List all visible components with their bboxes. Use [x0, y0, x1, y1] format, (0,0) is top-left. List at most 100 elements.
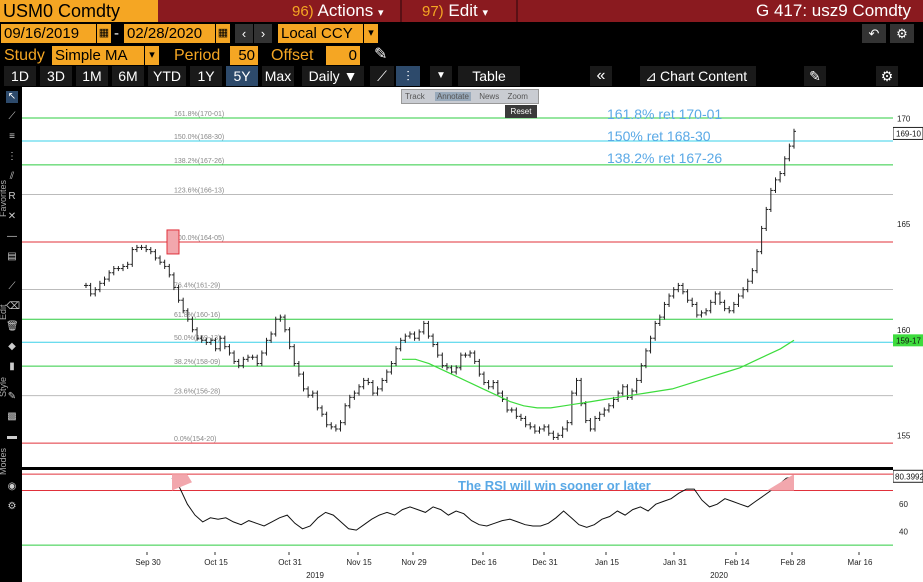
line2-tool-icon[interactable]: ⟋ — [8, 281, 16, 292]
prev-period-icon[interactable]: ‹ — [235, 24, 253, 43]
ma-value-label: 159-17 — [896, 336, 921, 345]
layer-tool-icon[interactable]: ▬ — [7, 431, 17, 442]
line-chart-icon[interactable]: ⟋ — [370, 66, 394, 86]
edit-chart-icon[interactable]: ✎ — [804, 66, 826, 86]
edit-number: 97) — [422, 3, 444, 20]
x-tick-label: Oct 31 — [278, 558, 302, 567]
price-panel[interactable]: 161.8%(170-01) 150.0%(168-30) 138.2%(167-2… — [22, 87, 893, 467]
range-ytd[interactable]: YTD — [148, 66, 186, 86]
collapse-icon[interactable]: « — [590, 66, 612, 86]
text-tool-icon[interactable]: R — [8, 191, 16, 202]
study-dropdown-icon[interactable]: ▾ — [145, 46, 159, 65]
fib-label: 23.6%(156-28) — [174, 389, 220, 396]
eraser-tool-icon[interactable]: ⌫ — [6, 301, 21, 312]
start-date-input[interactable]: 09/16/2019 — [1, 24, 96, 43]
track-button[interactable]: Track — [405, 92, 425, 101]
modes-label: Modes — [0, 447, 8, 475]
edit-menu[interactable]: 97) Edit ▾ — [422, 0, 488, 22]
brush-tool-icon[interactable]: ◆ — [8, 341, 16, 352]
date-row: 09/16/2019 ▦ - 02/28/2020 ▦ ‹ › Local CC… — [0, 22, 923, 44]
zoom-button[interactable]: Zoom — [507, 92, 528, 101]
color-tool-icon[interactable]: ▮ — [9, 361, 15, 372]
fib-label: 123.6%(166-13) — [174, 187, 224, 194]
style-label: Style — [0, 376, 8, 397]
range-1d[interactable]: 1D — [4, 66, 36, 86]
grid-tool-icon[interactable]: ▤ — [7, 251, 17, 262]
x-tick-label: Jan 15 — [595, 558, 620, 567]
time-axis-svg: Sep 30 Oct 15 Oct 31 Nov 15 Nov 29 Dec 16 Dec … — [135, 552, 873, 580]
line-tool-icon[interactable]: ⟋ — [8, 111, 16, 122]
period-input[interactable]: 50 — [230, 46, 258, 65]
chart-title: G 417: usz9 Comdty — [756, 1, 911, 20]
left-sidebar: ↖ ⟋ ≡ ⋮ ⫽ R ✕ — ▤ ⟋ ⌫ 🗑 ◆ ▮ ✎ ▩ ▬ ◉ ⚙ Fa… — [0, 87, 22, 582]
chart-content-button[interactable]: Chart Content — [660, 66, 756, 86]
pen-tool-icon[interactable]: ✎ — [7, 391, 17, 402]
x-tick-label: Mar 16 — [848, 558, 873, 567]
fib-annotation-1618: 161.8% ret 170-01 — [607, 106, 723, 122]
x-tick-label: Dec 31 — [532, 558, 558, 567]
study-select[interactable]: Simple MA — [52, 46, 144, 65]
annotate-button[interactable]: Annotate — [434, 92, 471, 101]
bar-chart-icon[interactable]: ⫶ — [396, 66, 420, 86]
range-1m[interactable]: 1M — [76, 66, 108, 86]
next-period-icon[interactable]: › — [254, 24, 272, 43]
rsi-tick-label: 60 — [899, 500, 908, 509]
shape-tool-icon[interactable]: ✕ — [7, 211, 17, 222]
x-tick-label: Oct 15 — [204, 558, 228, 567]
channel-tool-icon[interactable]: ⫽ — [9, 171, 15, 182]
fib-label: 100.0%(164-05) — [174, 235, 224, 242]
offset-label: Offset — [271, 47, 314, 64]
fib-label: 0.0%(154-20) — [174, 436, 216, 443]
gear-icon[interactable]: ⚙ — [890, 24, 914, 43]
undo-icon[interactable]: ↶ — [862, 24, 886, 43]
edit-chevron-icon: ▾ — [482, 7, 488, 19]
x-tick-label: Nov 29 — [401, 558, 427, 567]
floating-toolbar: Track Annotate News Zoom — [401, 89, 539, 104]
settings-icon[interactable]: ⚙ — [876, 66, 898, 86]
fib-annotation-150: 150% ret 168-30 — [607, 128, 711, 144]
fib-label: 150.0%(168-30) — [174, 134, 224, 141]
gear-mode-icon[interactable]: ⚙ — [7, 501, 17, 512]
reset-button[interactable]: Reset — [505, 105, 537, 118]
year-label: 2020 — [710, 571, 728, 580]
news-button[interactable]: News — [479, 92, 500, 101]
range-5y[interactable]: 5Y — [226, 66, 258, 86]
chart-type-dropdown-icon[interactable]: ▼ — [430, 66, 452, 86]
ma50-line — [402, 339, 795, 409]
edit-label: Edit — [448, 1, 478, 20]
actions-menu[interactable]: 96) Actions ▾ — [292, 0, 384, 22]
fib-label: 76.4%(161-29) — [174, 282, 220, 289]
ticker-field[interactable]: USM0 Comdty — [0, 0, 158, 22]
currency-select[interactable]: Local CCY — [278, 24, 363, 43]
rsi-line — [171, 476, 795, 531]
x-tick-label: Nov 15 — [346, 558, 372, 567]
trend-tool-icon[interactable]: — — [7, 231, 17, 242]
start-calendar-icon[interactable]: ▦ — [97, 24, 111, 43]
currency-dropdown-icon[interactable]: ▾ — [364, 24, 378, 43]
rsi-last-box — [893, 469, 923, 483]
end-date-input[interactable]: 02/28/2020 — [124, 24, 215, 43]
hline-tool-icon[interactable]: ≡ — [9, 131, 15, 142]
fib-tool-icon[interactable]: ⋮ — [7, 151, 17, 162]
range-max[interactable]: Max — [262, 66, 294, 86]
frequency-select[interactable]: Daily ▼ — [302, 66, 364, 86]
range-1y[interactable]: 1Y — [190, 66, 222, 86]
cursor-icon[interactable]: ↖ — [6, 91, 18, 103]
range-3d[interactable]: 3D — [40, 66, 72, 86]
trash-icon[interactable]: 🗑 — [6, 321, 19, 332]
fib-label: 38.2%(158-09) — [174, 359, 220, 366]
menu-divider — [516, 0, 518, 22]
menu-divider — [400, 0, 402, 22]
pencil-icon[interactable]: ✎ — [374, 46, 388, 63]
fib-label: 161.8%(170-01) — [174, 111, 224, 118]
pattern-tool-icon[interactable]: ▩ — [7, 411, 17, 422]
table-button[interactable]: Table — [458, 66, 520, 86]
x-tick-label: Dec 16 — [471, 558, 497, 567]
offset-input[interactable]: 0 — [326, 46, 360, 65]
rsi-panel[interactable] — [22, 470, 893, 552]
end-calendar-icon[interactable]: ▦ — [216, 24, 230, 43]
rsi-last-label: 80.3992 — [895, 472, 923, 481]
mode-icon[interactable]: ◉ — [7, 481, 17, 492]
range-6m[interactable]: 6M — [112, 66, 144, 86]
favorites-label: Favorites — [0, 179, 8, 217]
